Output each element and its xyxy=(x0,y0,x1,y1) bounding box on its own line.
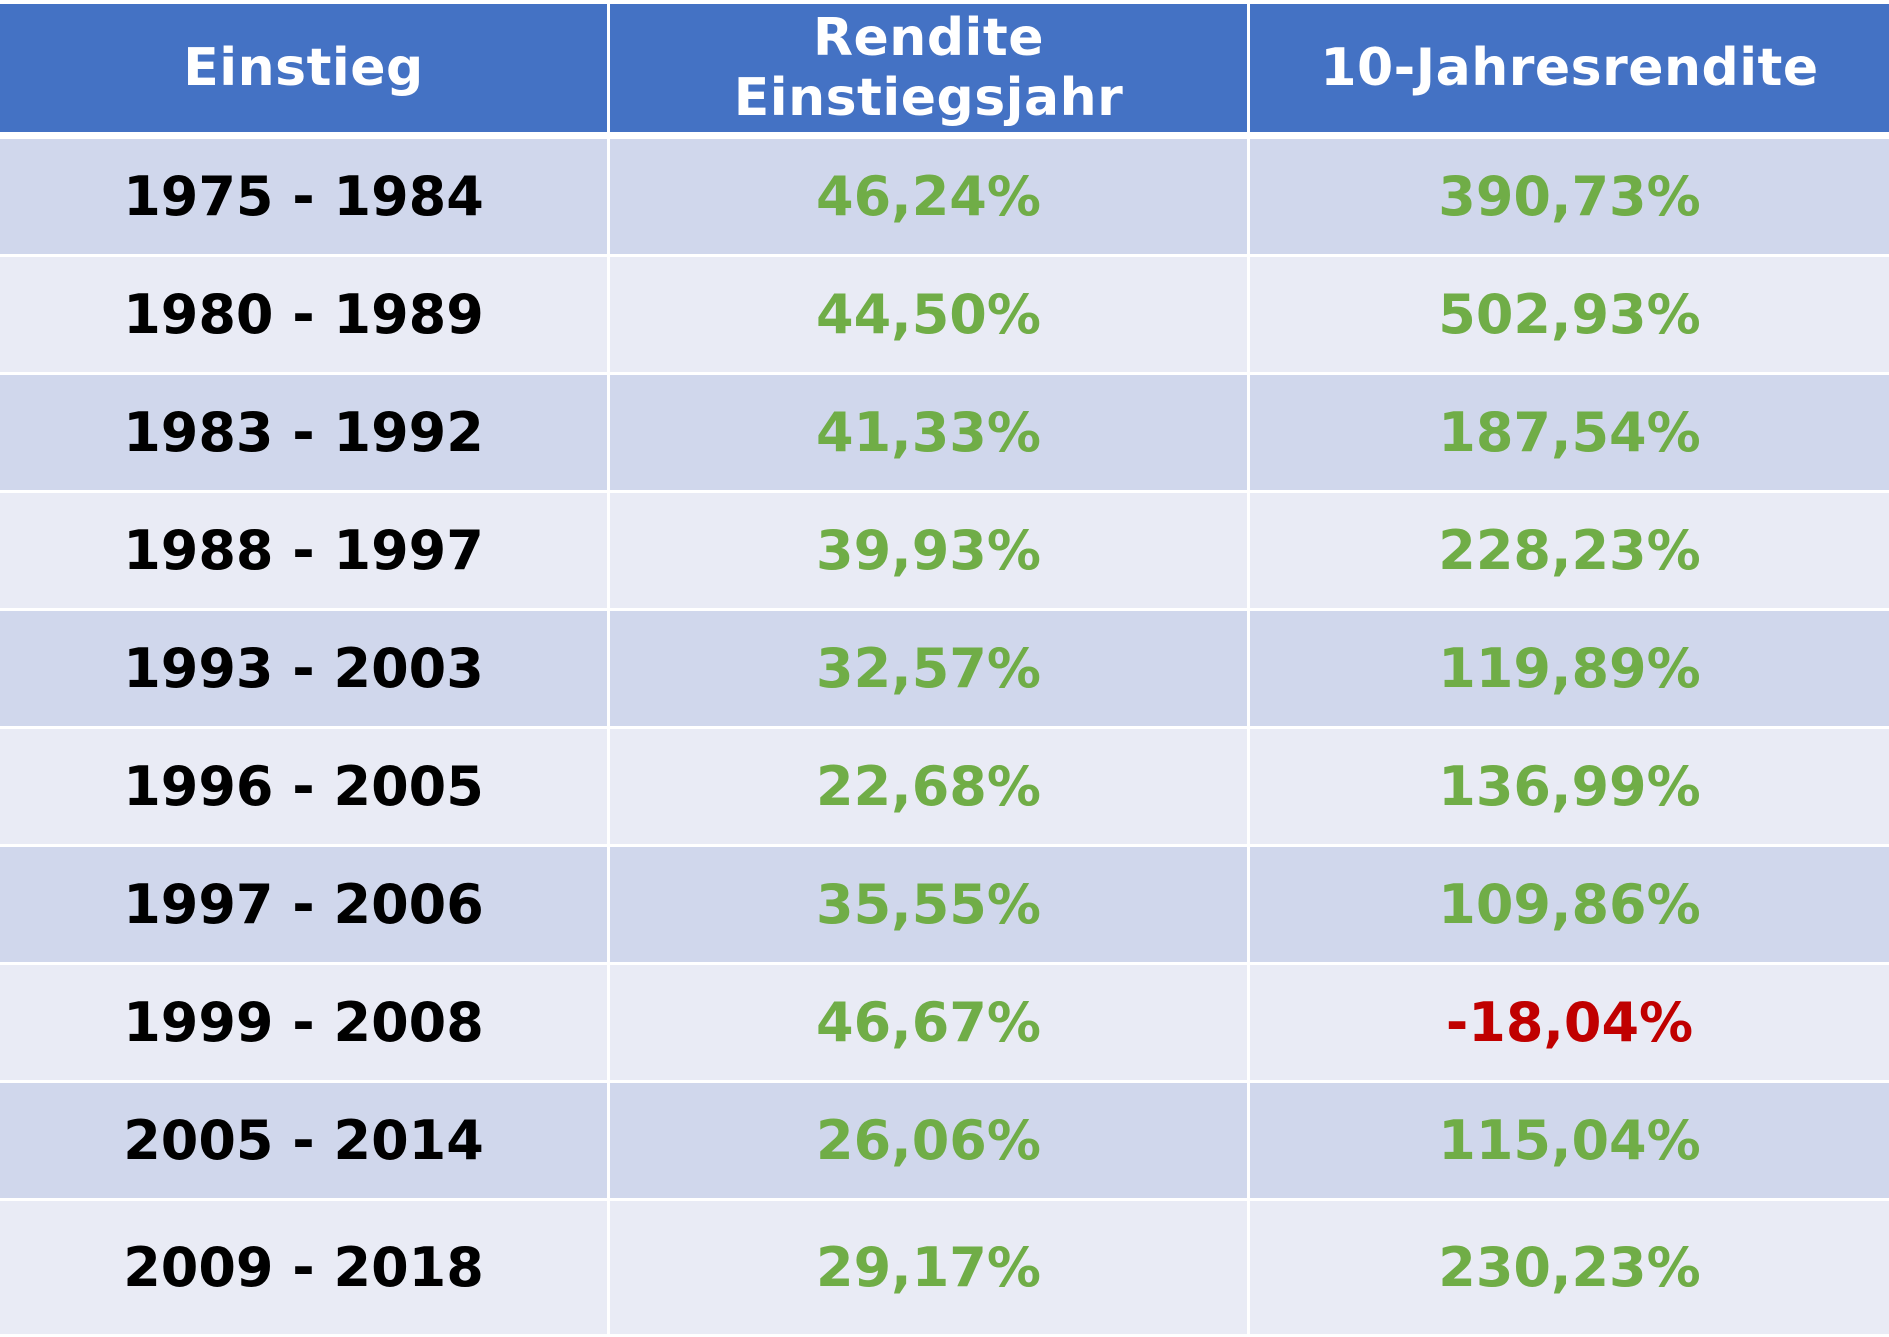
returns-table: Einstieg Rendite Einstiegsjahr 10-Jahres… xyxy=(0,4,1889,1337)
ten-year-return-cell: 136,99% xyxy=(1250,729,1889,847)
entry-return-cell: 29,17% xyxy=(610,1201,1250,1337)
period-cell: 1996 - 2005 xyxy=(0,729,610,847)
ten-year-return-cell: 390,73% xyxy=(1250,139,1889,257)
header-row: Einstieg Rendite Einstiegsjahr 10-Jahres… xyxy=(0,4,1889,139)
period-cell: 1983 - 1992 xyxy=(0,375,610,493)
table-row: 1993 - 2003 32,57% 119,89% xyxy=(0,611,1889,729)
ten-year-return-cell-negative: -18,04% xyxy=(1250,965,1889,1083)
header-einstieg: Einstieg xyxy=(0,4,610,139)
ten-year-return-cell: 228,23% xyxy=(1250,493,1889,611)
table-row: 2005 - 2014 26,06% 115,04% xyxy=(0,1083,1889,1201)
header-rendite-einstiegsjahr: Rendite Einstiegsjahr xyxy=(610,4,1250,139)
ten-year-return-cell: 187,54% xyxy=(1250,375,1889,493)
period-cell: 1988 - 1997 xyxy=(0,493,610,611)
entry-return-cell: 35,55% xyxy=(610,847,1250,965)
table-row: 1997 - 2006 35,55% 109,86% xyxy=(0,847,1889,965)
entry-return-cell: 22,68% xyxy=(610,729,1250,847)
ten-year-return-cell: 119,89% xyxy=(1250,611,1889,729)
table-row: 2009 - 2018 29,17% 230,23% xyxy=(0,1201,1889,1337)
entry-return-cell: 32,57% xyxy=(610,611,1250,729)
ten-year-return-cell: 109,86% xyxy=(1250,847,1889,965)
period-cell: 1993 - 2003 xyxy=(0,611,610,729)
ten-year-return-cell: 230,23% xyxy=(1250,1201,1889,1337)
period-cell: 1997 - 2006 xyxy=(0,847,610,965)
ten-year-return-cell: 115,04% xyxy=(1250,1083,1889,1201)
table-row: 1999 - 2008 46,67% -18,04% xyxy=(0,965,1889,1083)
entry-return-cell: 26,06% xyxy=(610,1083,1250,1201)
entry-return-cell: 46,67% xyxy=(610,965,1250,1083)
period-cell: 1975 - 1984 xyxy=(0,139,610,257)
period-cell: 1999 - 2008 xyxy=(0,965,610,1083)
table-row: 1983 - 1992 41,33% 187,54% xyxy=(0,375,1889,493)
entry-return-cell: 41,33% xyxy=(610,375,1250,493)
period-cell: 2009 - 2018 xyxy=(0,1201,610,1337)
period-cell: 1980 - 1989 xyxy=(0,257,610,375)
period-cell: 2005 - 2014 xyxy=(0,1083,610,1201)
entry-return-cell: 39,93% xyxy=(610,493,1250,611)
table-row: 1980 - 1989 44,50% 502,93% xyxy=(0,257,1889,375)
entry-return-cell: 46,24% xyxy=(610,139,1250,257)
entry-return-cell: 44,50% xyxy=(610,257,1250,375)
ten-year-return-cell: 502,93% xyxy=(1250,257,1889,375)
table-row: 1996 - 2005 22,68% 136,99% xyxy=(0,729,1889,847)
table-row: 1988 - 1997 39,93% 228,23% xyxy=(0,493,1889,611)
table-row: 1975 - 1984 46,24% 390,73% xyxy=(0,139,1889,257)
header-10-jahresrendite: 10-Jahresrendite xyxy=(1250,4,1889,139)
